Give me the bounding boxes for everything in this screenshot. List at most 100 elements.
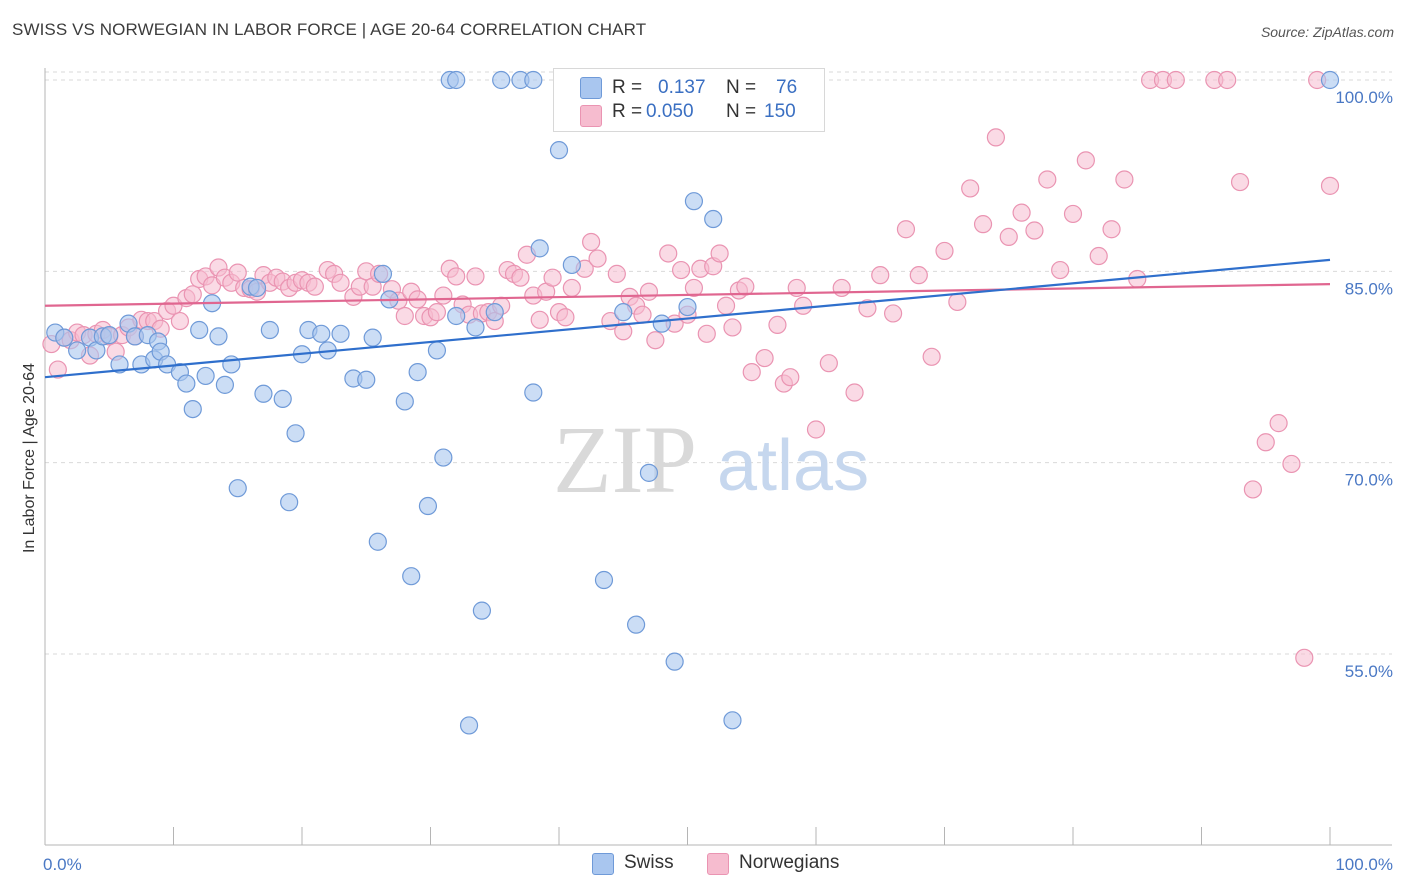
norwegians-point: [948, 292, 967, 312]
watermark-atlas: atlas: [717, 426, 869, 506]
swiss-point: [209, 327, 228, 346]
norwegians-point: [614, 322, 633, 341]
norwegians-point: [845, 383, 864, 402]
norwegians-point: [1102, 220, 1121, 239]
norwegians-point: [556, 308, 575, 327]
norwegians-r-value: 0.050: [646, 101, 694, 122]
swiss-point: [427, 341, 447, 360]
norwegians-n-value: 150: [764, 101, 796, 122]
watermark-zip: ZIP: [553, 406, 697, 513]
norwegians-point: [646, 331, 665, 350]
norwegians-point: [935, 241, 954, 261]
legend-swatch-norwegians: [707, 853, 729, 875]
norwegians-point: [427, 303, 447, 322]
norwegians-point: [588, 249, 607, 268]
swiss-point: [368, 532, 387, 551]
swiss-point: [639, 463, 659, 482]
swiss-point: [260, 320, 279, 340]
norwegians-point: [716, 296, 736, 315]
norwegians-point: [858, 299, 877, 318]
norwegians-point: [806, 420, 826, 439]
swiss-point: [280, 493, 299, 512]
chart-title: SWISS VS NORWEGIAN IN LABOR FORCE | AGE …: [12, 20, 647, 39]
swiss-point: [395, 392, 414, 411]
norwegians-point: [434, 286, 453, 305]
swiss-point: [562, 255, 581, 275]
norwegians-point: [973, 215, 993, 234]
swiss-point: [485, 303, 504, 322]
tick-labels: 55.0% 70.0% 85.0% 100.0% 0.0% 100.0%: [43, 88, 1393, 874]
swiss-point: [408, 363, 427, 382]
swiss-point: [1320, 70, 1340, 90]
norwegians-point: [999, 227, 1018, 246]
norwegians-point: [755, 348, 774, 368]
stats-row-norwegians: R = 0.050 N = 150: [554, 101, 824, 129]
swiss-point: [626, 615, 646, 634]
x-tick-label-min: 0.0%: [43, 855, 82, 874]
swiss-point: [215, 375, 234, 394]
swiss-point: [100, 326, 119, 345]
swiss-point: [614, 303, 633, 322]
norwegians-point: [1269, 414, 1288, 433]
swiss-point: [704, 209, 723, 229]
norwegians-point: [1282, 454, 1301, 474]
legend-label-norwegians: Norwegians: [739, 852, 840, 873]
swiss-point: [549, 141, 569, 160]
norwegians-point: [961, 179, 980, 198]
norwegians-point: [896, 220, 916, 239]
y-tick-label: 100.0%: [1335, 88, 1393, 107]
norwegians-point: [633, 305, 652, 324]
norwegians-point: [562, 278, 581, 298]
norwegians-point: [883, 304, 903, 323]
swiss-point: [228, 479, 247, 498]
swiss-point: [524, 70, 543, 90]
swiss-point: [254, 384, 273, 403]
chart-source: Source: ZipAtlas.com: [1260, 24, 1394, 40]
swiss-point: [652, 314, 671, 333]
swiss-r-value: 0.137: [658, 77, 706, 98]
norwegians-point: [909, 266, 928, 285]
norwegians-point: [819, 354, 838, 373]
norwegians-point: [742, 363, 761, 382]
swiss-point: [286, 424, 305, 443]
swiss-point: [447, 306, 466, 326]
norwegians-point: [183, 285, 202, 304]
stats-row-swiss: R = 0.137 N = 76: [554, 73, 824, 101]
swiss-point: [684, 192, 704, 211]
swiss-point: [723, 711, 742, 730]
norwegians-point: [697, 324, 716, 343]
norwegians-point: [1063, 204, 1083, 224]
norwegians-point: [794, 296, 813, 315]
swiss-point: [434, 448, 453, 467]
y-tick-label: 70.0%: [1345, 471, 1393, 490]
norwegians-point: [1025, 221, 1044, 240]
swiss-point: [190, 320, 209, 340]
norwegians-point: [331, 273, 350, 292]
norwegians-point: [710, 244, 729, 263]
norwegians-point: [1076, 151, 1095, 170]
norwegians-point: [1295, 648, 1314, 667]
norwegians-point: [723, 318, 742, 337]
legend-swatch-swiss: [592, 853, 614, 875]
norwegians-point: [639, 282, 659, 301]
norwegians-point: [395, 306, 414, 326]
x-tick-label-max: 100.0%: [1335, 855, 1393, 874]
norwegians-point: [1115, 170, 1134, 189]
norwegians-point: [1256, 433, 1275, 452]
norwegians-point: [1038, 170, 1057, 189]
norwegians-point: [511, 268, 530, 287]
norwegians-point: [986, 128, 1006, 147]
norwegians-r-label: R =: [612, 101, 643, 122]
swiss-point: [357, 370, 376, 389]
legend-label-swiss: Swiss: [624, 852, 674, 873]
norwegians-point: [781, 368, 800, 387]
swiss-point: [68, 341, 87, 360]
swiss-point: [247, 278, 267, 298]
swiss-point: [530, 239, 549, 258]
norwegians-point: [1089, 246, 1108, 266]
y-tick-label: 85.0%: [1345, 279, 1393, 298]
swiss-point: [331, 324, 350, 343]
norwegians-point: [466, 267, 485, 286]
norwegians-point: [1166, 70, 1185, 90]
norwegians-point: [530, 310, 549, 329]
